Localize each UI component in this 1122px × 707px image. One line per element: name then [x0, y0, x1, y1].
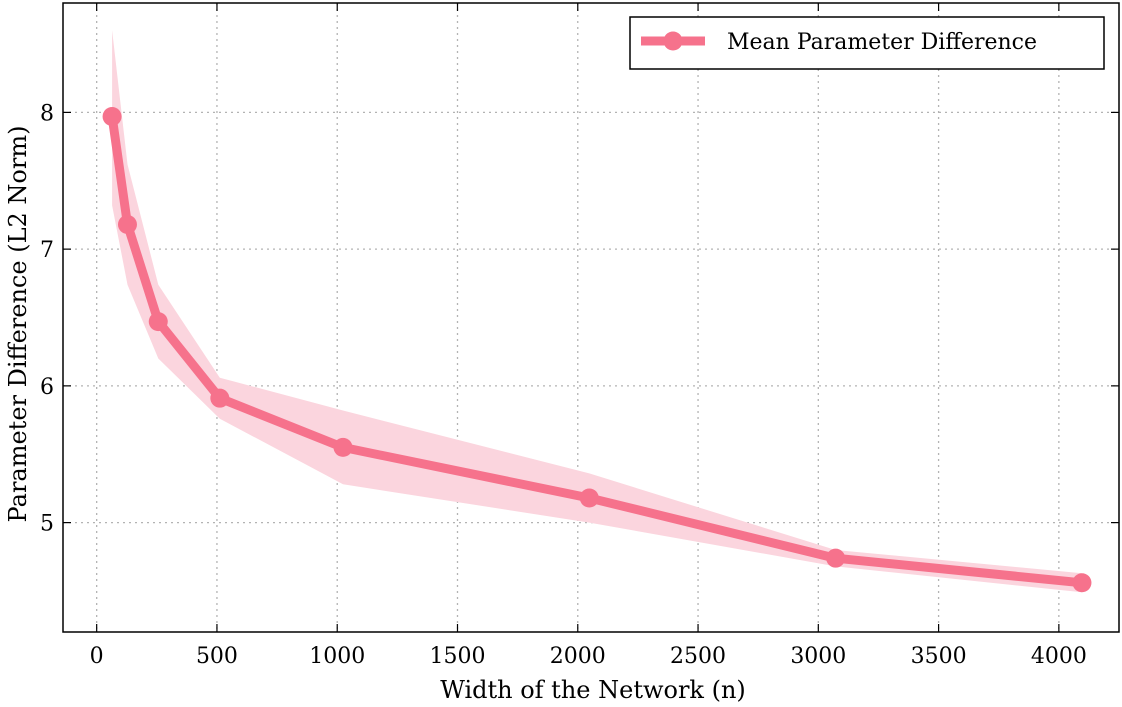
- x-axis-label: Width of the Network (n): [440, 676, 746, 704]
- data-point: [148, 312, 168, 332]
- y-axis-label: Parameter Difference (L2 Norm): [4, 126, 32, 523]
- legend-box: [629, 16, 1105, 70]
- data-point: [210, 388, 230, 408]
- tick-labels: 0 500 1000 1500 2000 2500 3000 3500 4000 5 6 7 8: [40, 101, 1087, 669]
- data-point: [826, 548, 846, 568]
- x-tick-label: 4000: [1031, 644, 1087, 669]
- data-point: [117, 215, 137, 235]
- x-tick-label: 1000: [309, 644, 365, 669]
- legend-marker: [663, 31, 683, 51]
- y-tick-label: 7: [40, 238, 54, 263]
- x-tick-label: 1500: [429, 644, 485, 669]
- plot-frame: [62, 2, 1120, 633]
- axis-ticks: [63, 3, 1119, 632]
- x-tick-label: 2500: [670, 644, 726, 669]
- data-point: [333, 437, 353, 457]
- std-band: [112, 30, 1083, 593]
- data-point: [102, 106, 122, 126]
- legend-label: Mean Parameter Difference: [727, 30, 1037, 55]
- x-tick-label: 2000: [550, 644, 606, 669]
- x-tick-label: 3500: [911, 644, 967, 669]
- data-point: [579, 488, 599, 508]
- y-tick-label: 6: [40, 375, 54, 400]
- x-tick-label: 3000: [790, 644, 846, 669]
- y-tick-label: 8: [40, 101, 54, 126]
- grid-lines: [63, 3, 1119, 632]
- y-tick-label: 5: [40, 512, 54, 537]
- legend: Mean Parameter Difference: [629, 16, 1105, 70]
- data-points: [102, 106, 1092, 593]
- data-point: [1072, 573, 1092, 593]
- x-tick-label: 500: [196, 644, 238, 669]
- x-tick-label: 0: [90, 644, 104, 669]
- series-line: [107, 112, 1087, 588]
